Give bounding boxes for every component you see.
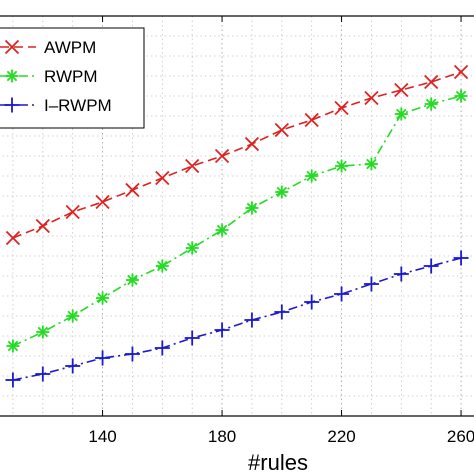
data-point	[185, 241, 199, 255]
data-point	[155, 259, 169, 273]
legend-entry: AWPM	[0, 38, 96, 57]
data-point	[454, 89, 468, 103]
data-point	[214, 322, 230, 338]
data-point	[394, 107, 408, 121]
legend-label: I–RWPM	[44, 96, 112, 115]
series-0	[5, 64, 469, 246]
x-axis-label: #rules	[248, 450, 308, 474]
legend-marker	[4, 39, 20, 55]
data-point	[364, 90, 379, 106]
legend-label: AWPM	[44, 38, 96, 57]
plot-frame	[0, 15, 474, 417]
data-point	[214, 148, 230, 164]
legend-marker	[5, 69, 19, 83]
data-point	[124, 346, 140, 362]
data-point	[96, 291, 110, 305]
data-point	[304, 294, 320, 310]
data-point	[424, 74, 439, 90]
legend-box	[0, 27, 145, 129]
data-point	[305, 169, 319, 183]
data-point	[95, 194, 110, 210]
legend-marker	[4, 97, 20, 113]
data-point	[65, 204, 80, 220]
data-point	[274, 122, 289, 138]
data-point	[423, 258, 439, 274]
x-tick-label: 140	[88, 427, 116, 446]
x-axis: 140 180 220 260	[88, 16, 474, 446]
legend: AWPM RWPM I–RWPM	[0, 27, 145, 129]
data-point	[275, 185, 289, 199]
legend-entry: RWPM	[0, 67, 98, 86]
data-point	[35, 218, 50, 234]
data-point	[334, 100, 349, 116]
legend-entry: I–RWPM	[0, 96, 112, 115]
data-point	[35, 366, 51, 382]
data-point	[66, 309, 80, 323]
series-2	[5, 250, 469, 388]
data-point	[6, 339, 20, 353]
data-point	[274, 304, 290, 320]
x-tick-label: 220	[327, 427, 355, 446]
data-point	[334, 286, 350, 302]
series-layer	[5, 64, 469, 388]
data-point	[5, 372, 21, 388]
data-point	[453, 64, 469, 80]
data-point	[95, 350, 111, 366]
data-point	[125, 182, 140, 198]
data-point	[125, 273, 139, 287]
data-point	[244, 312, 260, 328]
series-line	[12, 257, 462, 381]
data-point	[335, 159, 349, 173]
data-point	[364, 157, 378, 171]
data-point	[36, 325, 50, 339]
data-point	[5, 230, 21, 246]
data-point	[154, 340, 170, 356]
data-point	[363, 276, 379, 292]
legend-label: RWPM	[44, 67, 98, 86]
data-point	[394, 82, 409, 98]
data-point	[244, 136, 260, 152]
series-line	[12, 95, 462, 347]
data-point	[424, 97, 438, 111]
data-point	[245, 201, 259, 215]
data-point	[304, 112, 319, 128]
data-point	[215, 223, 229, 237]
data-point	[393, 266, 409, 282]
x-tick-label: 180	[208, 427, 236, 446]
series-line	[12, 71, 462, 239]
data-point	[185, 158, 200, 174]
x-tick-label: 260	[447, 427, 474, 446]
series-1	[6, 89, 468, 353]
data-point	[65, 358, 81, 374]
data-point	[184, 330, 200, 346]
data-point	[155, 170, 170, 186]
data-point	[453, 250, 469, 266]
